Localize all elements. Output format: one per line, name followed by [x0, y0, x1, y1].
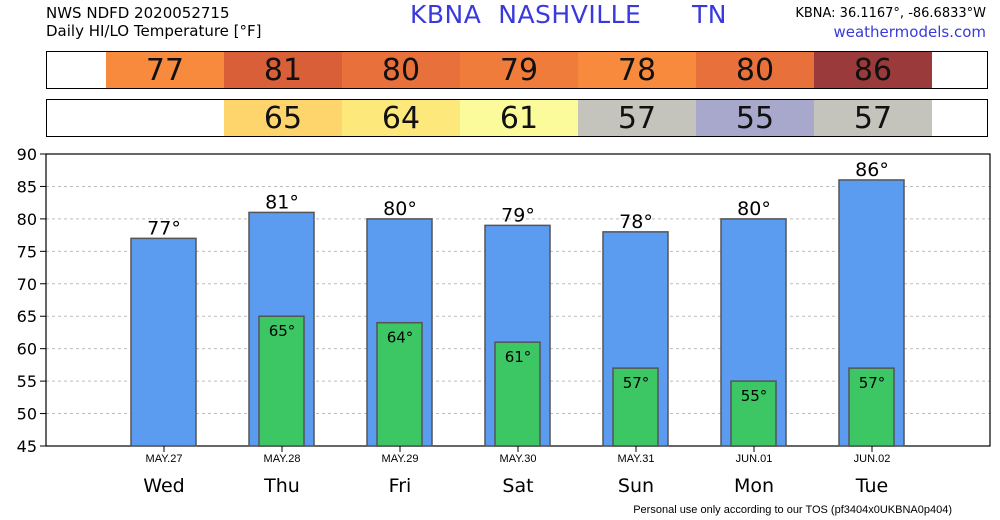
- footer-note: Personal use only according to our TOS (…: [633, 504, 952, 516]
- header-left: NWS NDFD 2020052715 Daily HI/LO Temperat…: [46, 4, 262, 40]
- hi-data-label: 86°: [855, 159, 889, 181]
- hi-data-label: 79°: [501, 204, 535, 226]
- y-tick-label: 70: [17, 275, 37, 294]
- lo-temp-cell: [106, 100, 224, 136]
- product-label: Daily HI/LO Temperature [°F]: [46, 22, 262, 40]
- x-date-label: MAY.31: [618, 453, 655, 465]
- lo-temp-cell: 64: [342, 100, 460, 136]
- x-date-label: JUN.02: [854, 453, 891, 465]
- lo-temp-cell: 55: [696, 100, 814, 136]
- hi-bar: [130, 237, 197, 447]
- hi-data-label: 77°: [147, 217, 181, 239]
- lo-data-label: 65°: [269, 322, 296, 340]
- hi-temp-cell: 80: [342, 52, 460, 88]
- hi-data-label: 80°: [383, 198, 417, 220]
- lo-data-label: 55°: [741, 387, 768, 405]
- x-day-label: Sun: [618, 475, 654, 497]
- y-tick-label: 85: [17, 177, 37, 196]
- hi-temp-cell: 86: [814, 52, 932, 88]
- lo-data-label: 57°: [859, 374, 886, 392]
- hi-temp-strip: 77 81 80 79 78 80 86: [46, 51, 988, 89]
- hi-data-label: 80°: [737, 198, 771, 220]
- hi-temp-cell: 81: [224, 52, 342, 88]
- station-title: KBNA NASHVILLE TN: [410, 0, 727, 29]
- lo-data-label: 57°: [623, 374, 650, 392]
- lo-temp-cell: 57: [578, 100, 696, 136]
- x-date-label: MAY.28: [264, 453, 301, 465]
- x-day-label: Thu: [263, 475, 300, 497]
- y-tick-label: 50: [17, 405, 37, 424]
- model-run-label: NWS NDFD 2020052715: [46, 4, 230, 22]
- lo-bar: [376, 321, 423, 447]
- y-tick-label: 90: [17, 145, 37, 164]
- x-day-label: Tue: [855, 475, 888, 497]
- y-tick-label: 45: [17, 437, 37, 456]
- lo-temp-cell: 65: [224, 100, 342, 136]
- lo-data-label: 61°: [505, 348, 532, 366]
- site-link[interactable]: weathermodels.com: [833, 23, 986, 41]
- lo-bar: [848, 367, 895, 447]
- x-date-label: MAY.29: [382, 453, 419, 465]
- lo-data-label: 64°: [387, 329, 414, 347]
- lo-temp-cell: 61: [460, 100, 578, 136]
- hi-temp-cell: 80: [696, 52, 814, 88]
- lo-temp-cell: 57: [814, 100, 932, 136]
- x-day-label: Mon: [734, 475, 774, 497]
- lo-bar: [730, 380, 777, 447]
- y-tick-label: 65: [17, 307, 37, 326]
- x-date-label: JUN.01: [736, 453, 773, 465]
- station-coords: KBNA: 36.1167°, -86.6833°W: [795, 6, 986, 21]
- x-day-label: Fri: [389, 475, 412, 497]
- lo-bar: [612, 367, 659, 447]
- x-date-label: MAY.30: [500, 453, 537, 465]
- hi-temp-cell: 78: [578, 52, 696, 88]
- x-day-label: Sat: [502, 475, 533, 497]
- header-right: KBNA: 36.1167°, -86.6833°W weathermodels…: [795, 4, 986, 42]
- hi-data-label: 78°: [619, 211, 653, 233]
- lo-temp-strip: 65 64 61 57 55 57: [46, 99, 988, 137]
- lo-bar: [494, 341, 541, 447]
- hi-data-label: 81°: [265, 191, 299, 213]
- y-tick-label: 55: [17, 372, 37, 391]
- hi-temp-cell: 79: [460, 52, 578, 88]
- y-tick-label: 75: [17, 242, 37, 261]
- x-day-label: Wed: [143, 475, 184, 497]
- hi-temp-cell: 77: [106, 52, 224, 88]
- y-tick-label: 80: [17, 210, 37, 229]
- y-tick-label: 60: [17, 340, 37, 359]
- x-date-label: MAY.27: [146, 453, 183, 465]
